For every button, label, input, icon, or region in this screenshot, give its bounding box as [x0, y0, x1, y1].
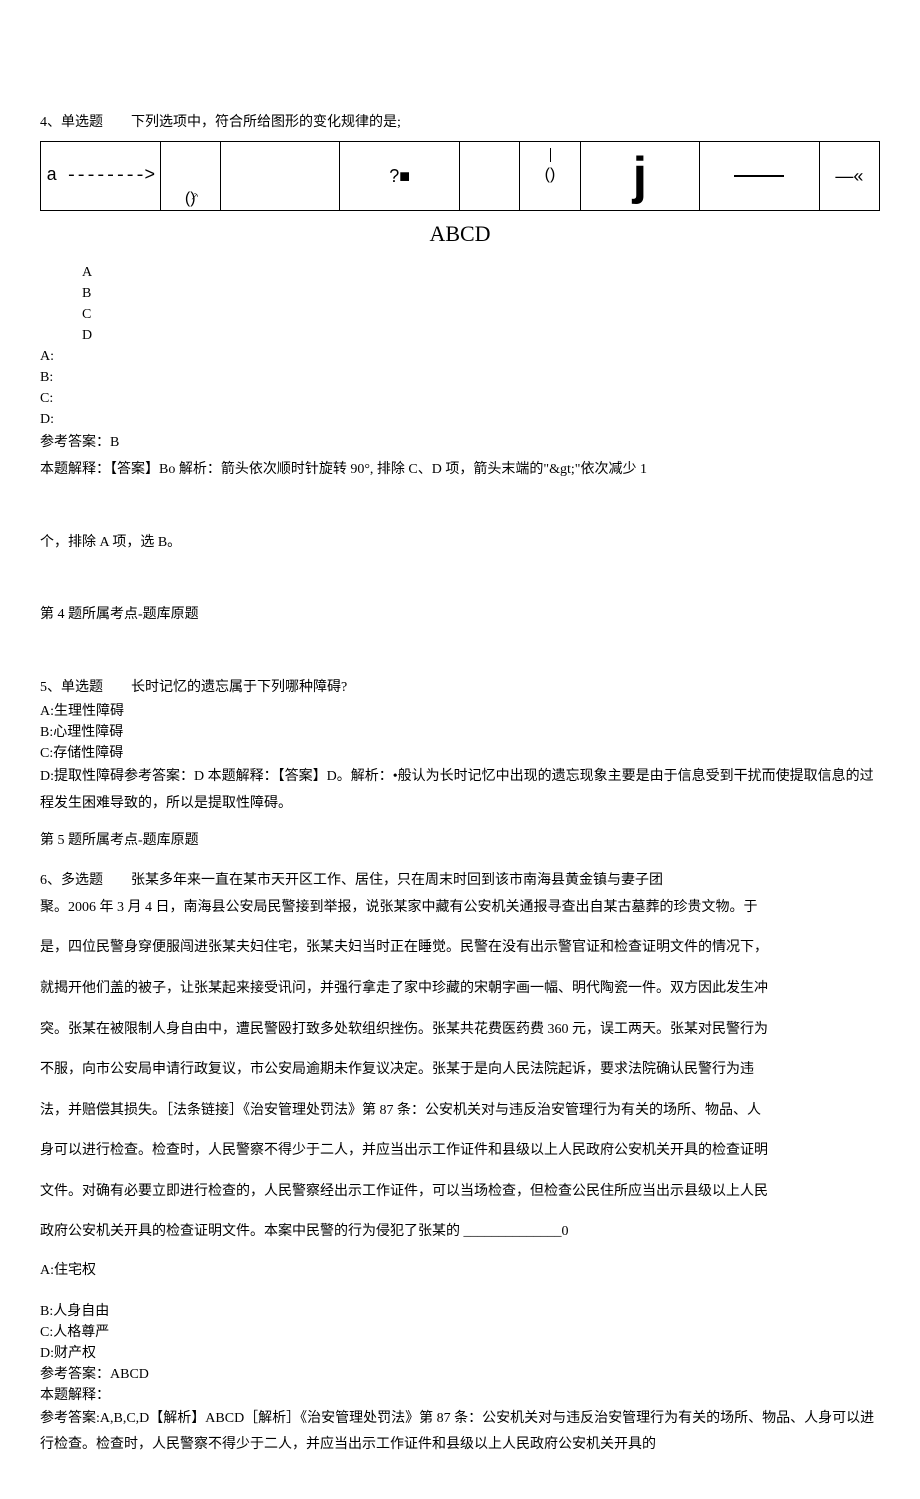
q4-explain-1: 本题解释：【答案】Bo 解析：箭头依次顺时针旋转 90°, 排除 C、D 项，箭…	[40, 457, 880, 484]
choice-line: A:	[40, 346, 880, 367]
q6-explain-body: 参考答案:A,B,C,D【解析】ABCD［解析］《治安管理处罚法》第 87 条：…	[40, 1406, 880, 1459]
choice-line: B:	[40, 367, 880, 388]
q6-opt-b: B:人身自由	[40, 1301, 880, 1322]
dash-icon	[734, 175, 784, 177]
figure-cell: ()	[520, 142, 580, 210]
figure-glyph: —«	[835, 159, 863, 193]
opt-letter: C	[82, 304, 880, 325]
figure-glyph: ?■	[389, 159, 410, 193]
q5-opt-a: A:生理性障碍	[40, 701, 880, 722]
figure-glyph: ()	[545, 169, 556, 182]
q6-line: 就揭开他们盖的被子，让张某起来接受讯问，并强行拿走了家中珍藏的宋朝字画一幅、明代…	[40, 976, 880, 1003]
question-5: 5、单选题 长时记忆的遗忘属于下列哪种障碍? A:生理性障碍 B:心理性障碍 C…	[40, 675, 880, 854]
q4-explain-2: 个，排除 A 项，选 B。	[40, 530, 880, 557]
figure-glyph: j	[633, 150, 647, 202]
figure-cell	[221, 142, 341, 210]
q6-line: 政府公安机关开具的检查证明文件。本案中民警的行为侵犯了张某的 _________…	[40, 1219, 880, 1246]
q4-answer: 参考答案：B	[40, 430, 880, 457]
q6-header: 6、多选题 张某多年来一直在某市天开区工作、居住，只在周末时回到该市南海县黄金镇…	[40, 868, 880, 895]
q4-choice-lines: A: B: C: D:	[40, 346, 880, 430]
figure-cell: j	[581, 142, 701, 210]
qmark-text: ?■	[389, 159, 410, 193]
q4-single-letters: A B C D	[82, 262, 880, 346]
q4-topic: 第 4 题所属考点-题库原题	[40, 602, 880, 629]
q6-line: 法，并赔偿其损失。［法条链接］《治安管理处罚法》第 87 条：公安机关对与违反治…	[40, 1098, 880, 1125]
q6-line: 是，四位民警身穿便服闯进张某夫妇住宅，张某夫妇当时正在睡觉。民警在没有出示警官证…	[40, 935, 880, 962]
q6-line: 聚。2006 年 3 月 4 日，南海县公安局民警接到举报，说张某家中藏有公安机…	[40, 895, 880, 922]
q4-header: 4、单选题 下列选项中，符合所给图形的变化规律的是;	[40, 110, 880, 137]
q6-opt-c: C:人格尊严	[40, 1322, 880, 1343]
q5-opt-b: B:心理性障碍	[40, 722, 880, 743]
q4-figure-row: a --------> () ⸕ ?■ () j —«	[40, 141, 880, 211]
q5-topic: 第 5 题所属考点-题库原题	[40, 828, 880, 855]
choice-line: D:	[40, 409, 880, 430]
figure-cell	[460, 142, 520, 210]
q6-line: 不服，向市公安局申请行政复议，市公安局逾期未作复议决定。张某于是向人民法院起诉，…	[40, 1057, 880, 1084]
tick-icon: ⸕	[190, 185, 199, 208]
q5-header: 5、单选题 长时记忆的遗忘属于下列哪种障碍?	[40, 675, 880, 702]
q6-explain-label: 本题解释：	[40, 1385, 880, 1406]
q6-opt-d: D:财产权	[40, 1343, 880, 1364]
figure-cell: a -------->	[41, 142, 161, 210]
q5-options: A:生理性障碍 B:心理性障碍 C:存储性障碍	[40, 701, 880, 764]
q6-body: 聚。2006 年 3 月 4 日，南海县公安局民警接到举报，说张某家中藏有公安机…	[40, 895, 880, 1246]
figure-cell: () ⸕	[161, 142, 221, 210]
vbar-icon	[550, 148, 551, 162]
q6-line: 文件。对确有必要立即进行检查的，人民警察经出示工作证件，可以当场检查，但检查公民…	[40, 1179, 880, 1206]
figure-cell	[700, 142, 820, 210]
q6-line: 突。张某在被限制人身自由中，遭民警殴打致多处软组织挫伤。张某共花费医药费 360…	[40, 1017, 880, 1044]
choice-line: C:	[40, 388, 880, 409]
abcd-label: ABCD	[40, 213, 880, 255]
question-4: 4、单选题 下列选项中，符合所给图形的变化规律的是; a --------> (…	[40, 110, 880, 629]
question-6: 6、多选题 张某多年来一直在某市天开区工作、居住，只在周末时回到该市南海县黄金镇…	[40, 868, 880, 1459]
opt-letter: B	[82, 283, 880, 304]
q6-answer: 参考答案：ABCD	[40, 1364, 880, 1385]
q5-opt-c: C:存储性障碍	[40, 743, 880, 764]
q6-opt-a: A:住宅权	[40, 1258, 880, 1285]
q5-opt-d-explain: D:提取性障碍参考答案：D 本题解释：【答案】D。解析：•般认为长时记忆中出现的…	[40, 764, 880, 817]
figure-glyph: a -------->	[46, 159, 154, 193]
figure-cell: —«	[820, 142, 879, 210]
figure-cell: ?■	[340, 142, 460, 210]
q6-opts-rest: B:人身自由 C:人格尊严 D:财产权 参考答案：ABCD 本题解释：	[40, 1301, 880, 1406]
opt-letter: A	[82, 262, 880, 283]
q6-line: 身可以进行检查。检查时，人民警察不得少于二人，并应当出示工作证件和县级以上人民政…	[40, 1138, 880, 1165]
opt-letter: D	[82, 325, 880, 346]
